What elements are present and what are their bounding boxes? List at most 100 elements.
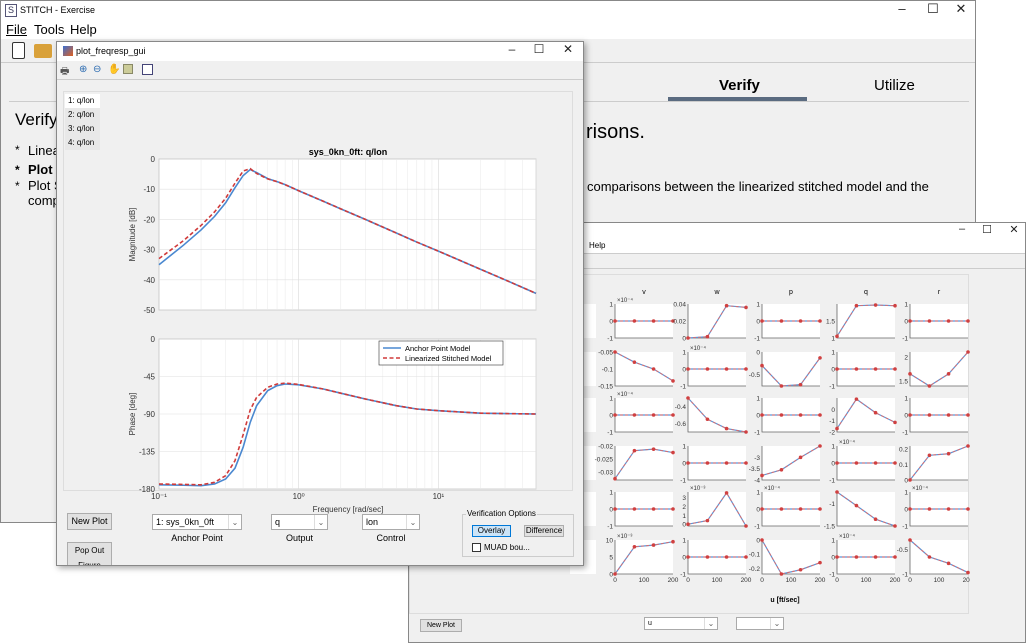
anchor-point-dropdown[interactable]: 1: sys_0kn_0ft ⌄ xyxy=(152,514,242,530)
subplot-axis-lines xyxy=(761,540,820,575)
data-point xyxy=(724,426,729,431)
close-button[interactable]: ✕ xyxy=(1009,224,1019,236)
data-point xyxy=(835,367,839,371)
exponent-label: ×10⁻⁴ xyxy=(839,533,855,540)
new-file-icon[interactable] xyxy=(12,42,25,59)
stitched-line xyxy=(761,445,821,476)
y-tick-label: 1 xyxy=(609,302,613,309)
data-point xyxy=(946,372,951,376)
subplot-axis-lines xyxy=(687,540,746,575)
data-point xyxy=(779,468,784,472)
y-tick-label: -0.2 xyxy=(749,566,761,573)
x-tick-label: 10⁰ xyxy=(293,492,305,501)
y-tick-label: -1 xyxy=(829,384,835,391)
y-tick-label: 3 xyxy=(682,495,686,502)
close-button[interactable]: ✕ xyxy=(562,42,574,56)
minimize-button[interactable]: – xyxy=(508,42,516,56)
plot-tab-4[interactable]: 4: q/lon xyxy=(65,136,100,150)
subplot-axis-lines xyxy=(614,304,673,339)
trim-plots-grid: v w p q r-101×10⁻⁴00.020.04-10111.5-101-0.15… xyxy=(570,289,974,604)
data-point xyxy=(724,491,729,495)
menu-tools[interactable]: Tools xyxy=(34,22,65,37)
y-tick-label: -1 xyxy=(902,430,908,437)
y-tick-label: -0.1 xyxy=(749,552,761,559)
data-point xyxy=(613,319,617,323)
data-point xyxy=(632,448,637,453)
overlay-button[interactable]: Overlay xyxy=(472,525,511,537)
data-point xyxy=(651,319,656,323)
data-point xyxy=(651,447,656,451)
stitched-line xyxy=(836,304,896,337)
legend-label: Linearized Stitched Model xyxy=(405,354,492,363)
data-point xyxy=(779,413,784,417)
menu-file[interactable]: File xyxy=(6,22,27,37)
subplot-axis-lines xyxy=(909,492,968,527)
difference-button[interactable]: Difference xyxy=(524,525,564,537)
x-tick-label: 200 xyxy=(668,577,679,584)
y-tick-label: -40 xyxy=(143,276,155,285)
data-point xyxy=(927,453,932,458)
x-tick-label: 100 xyxy=(712,577,723,584)
x-tick-label: 10⁻¹ xyxy=(151,492,167,501)
window-title: STITCH - Exercise xyxy=(20,5,96,15)
muad-checkbox[interactable] xyxy=(472,543,481,552)
print-icon[interactable]: 🖶 xyxy=(60,66,70,77)
trim-variable-dropdown[interactable]: u ⌄ xyxy=(644,617,718,630)
dropdown-value: u xyxy=(648,620,652,627)
y-tick-label: 0 xyxy=(682,367,686,374)
data-point xyxy=(651,507,656,511)
secondary-dropdown[interactable]: ⌄ xyxy=(736,617,784,630)
data-point xyxy=(744,305,748,310)
y-tick-label: 1 xyxy=(609,396,613,403)
subplot-axis-lines xyxy=(614,492,673,527)
pop-out-figure-button[interactable]: Pop Out Figure xyxy=(67,542,112,565)
zoom-out-icon[interactable]: ⊖ xyxy=(93,64,102,75)
page-heading-tail: risons. xyxy=(586,121,645,143)
subplot-axis-lines xyxy=(761,304,820,339)
maximize-button[interactable]: ☐ xyxy=(533,42,545,56)
maximize-button[interactable]: ☐ xyxy=(927,1,939,16)
data-point xyxy=(854,461,859,465)
open-folder-icon[interactable] xyxy=(34,44,52,58)
pan-icon[interactable]: ✋ xyxy=(108,64,121,75)
new-plot-button[interactable]: New Plot xyxy=(67,513,112,530)
minimize-button[interactable]: – xyxy=(958,223,966,235)
column-title: v xyxy=(642,289,646,296)
plot-tab-1[interactable]: 1: q/lon xyxy=(65,94,100,108)
y-tick-label: 0.04 xyxy=(673,302,686,309)
plot-tab-3[interactable]: 3: q/lon xyxy=(65,122,100,136)
data-point xyxy=(927,507,932,511)
menu-help[interactable]: Help xyxy=(70,22,97,37)
data-point xyxy=(671,450,675,455)
control-dropdown[interactable]: lon ⌄ xyxy=(362,514,420,530)
chart-title: sys_0kn_0ft: q/lon xyxy=(309,147,388,157)
data-point xyxy=(873,555,878,559)
subplot-axis-lines xyxy=(836,352,895,387)
zoom-in-icon[interactable]: ⊕ xyxy=(79,64,88,75)
data-point xyxy=(705,518,710,523)
data-point xyxy=(927,319,932,323)
anchor-line xyxy=(761,539,821,575)
tab-utilize[interactable]: Utilize xyxy=(874,77,915,94)
data-point xyxy=(818,444,822,448)
exponent-label: ×10⁻⁴ xyxy=(617,391,633,398)
minimize-button[interactable]: – xyxy=(898,1,906,16)
data-point xyxy=(744,430,748,434)
close-button[interactable]: ✕ xyxy=(955,1,967,16)
x-axis-label: u [ft/sec] xyxy=(770,597,799,604)
legend-icon[interactable] xyxy=(142,64,153,75)
data-point xyxy=(671,319,675,323)
y-tick-label: 1 xyxy=(831,538,835,545)
y-tick-label: 0 xyxy=(151,335,156,344)
maximize-button[interactable]: ☐ xyxy=(982,224,992,236)
y-tick-label: -1 xyxy=(829,572,835,579)
subplot-axes xyxy=(910,352,968,386)
output-dropdown[interactable]: q ⌄ xyxy=(271,514,328,530)
menu-help[interactable]: Help xyxy=(589,241,606,250)
y-tick-label: -20 xyxy=(143,215,155,224)
plot-tab-2[interactable]: 2: q/lon xyxy=(65,108,100,122)
data-point xyxy=(686,396,690,400)
new-plot-button[interactable]: New Plot xyxy=(420,619,462,632)
data-cursor-icon[interactable] xyxy=(123,64,133,74)
tab-verify[interactable]: Verify xyxy=(719,77,760,94)
